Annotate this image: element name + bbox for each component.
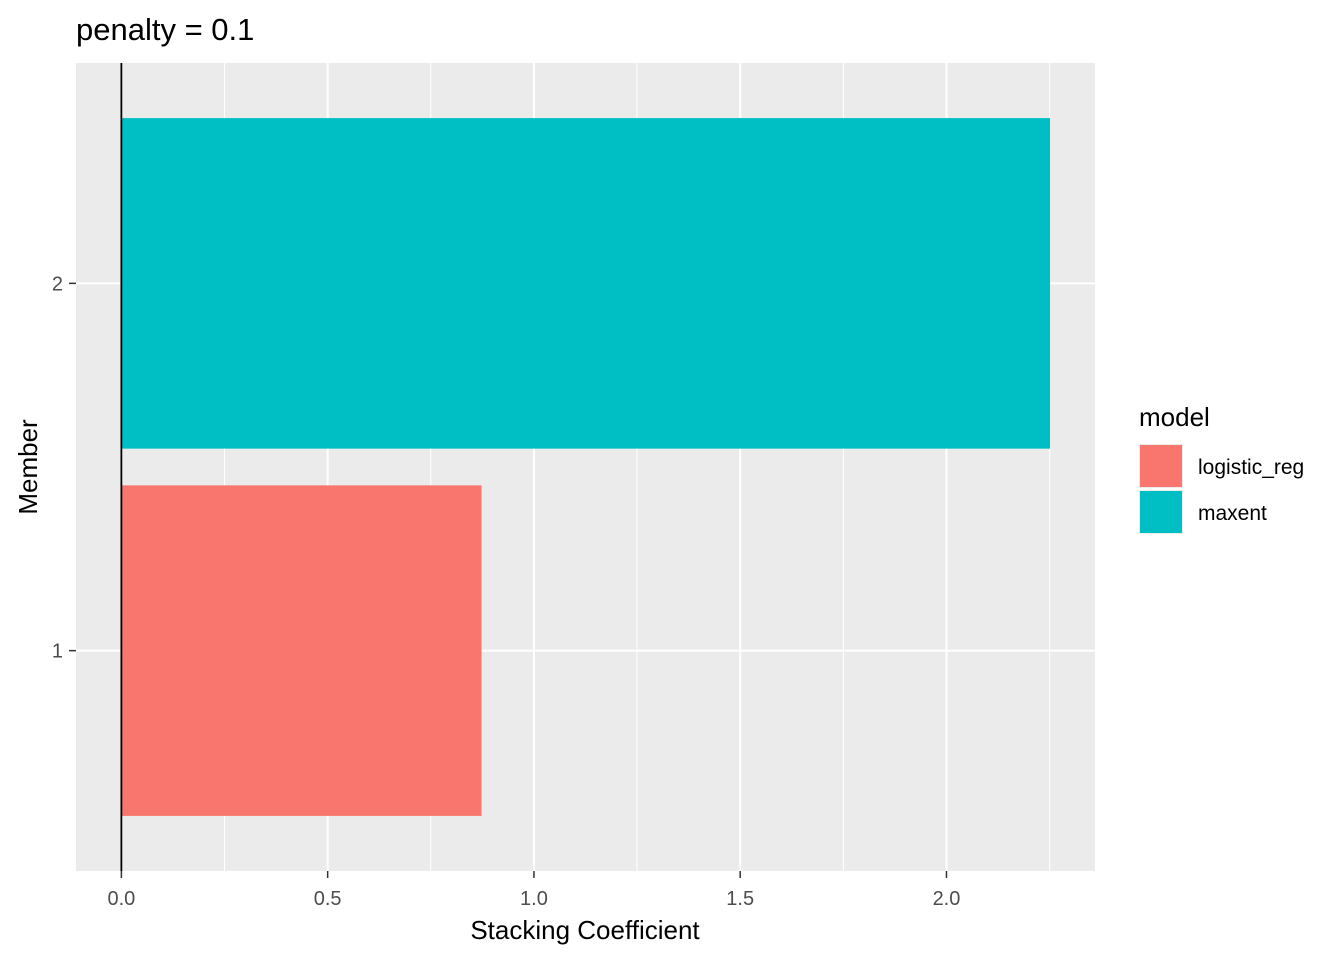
x-tick-label: 2.0 (933, 888, 961, 910)
x-axis: 0.0 0.5 1.0 1.5 2.0 (107, 871, 960, 910)
chart-title: penalty = 0.1 (76, 12, 254, 47)
x-tick-label: 0.5 (314, 888, 342, 910)
x-tick-label: 0.0 (107, 888, 135, 910)
y-axis-title: Member (13, 419, 43, 515)
legend-title: model (1139, 402, 1210, 432)
x-axis-title: Stacking Coefficient (470, 915, 700, 945)
y-tick-label: 1 (52, 641, 63, 663)
y-axis: 12 (52, 273, 76, 663)
y-tick-label: 2 (52, 273, 63, 295)
bar-maxent (121, 118, 1051, 449)
bar-logistic_reg (121, 485, 482, 816)
legend-key-maxent (1140, 491, 1182, 533)
x-tick-label: 1.0 (520, 888, 548, 910)
legend-label: logistic_reg (1198, 456, 1304, 479)
bars (121, 118, 1051, 816)
legend-key-logistic_reg (1140, 445, 1182, 487)
x-tick-label: 1.5 (726, 888, 754, 910)
legend-label: maxent (1198, 502, 1267, 525)
